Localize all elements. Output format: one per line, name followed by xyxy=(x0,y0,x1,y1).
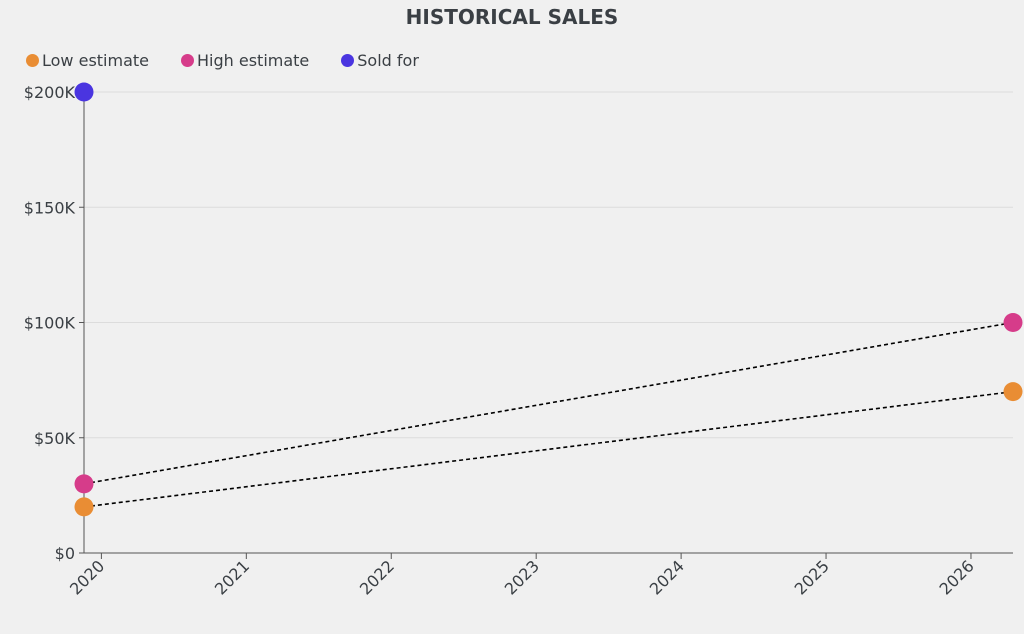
legend-label: Low estimate xyxy=(42,51,149,70)
data-point xyxy=(74,497,94,517)
legend-item[interactable]: Low estimate xyxy=(26,51,149,70)
legend-dot-icon xyxy=(26,54,39,67)
trend-line xyxy=(83,390,1014,508)
legend-dot-icon xyxy=(181,54,194,67)
data-point xyxy=(74,82,94,102)
legend-label: Sold for xyxy=(357,51,419,70)
legend: Low estimate High estimate Sold for xyxy=(26,51,419,70)
trend-line xyxy=(83,321,1014,485)
legend-label: High estimate xyxy=(197,51,310,70)
x-tick-label: 2025 xyxy=(791,556,833,598)
legend-dot-icon xyxy=(341,54,355,67)
legend-item[interactable]: High estimate xyxy=(181,51,309,70)
chart-title: HISTORICAL SALES xyxy=(405,5,619,29)
legend-item[interactable]: Sold for xyxy=(341,51,419,70)
y-tick-label: $50K xyxy=(34,429,76,448)
x-tick-label: 2026 xyxy=(936,556,978,598)
data-point xyxy=(74,474,94,494)
data-point xyxy=(1003,313,1023,332)
x-tick-label: 2024 xyxy=(646,556,688,598)
x-tick-label: 2023 xyxy=(501,556,543,598)
x-tick-label: 2022 xyxy=(356,556,398,598)
y-tick-label: $200K xyxy=(24,83,76,102)
y-tick-label: $100K xyxy=(24,314,76,333)
data-point xyxy=(1003,382,1023,402)
x-tick-label: 2021 xyxy=(211,556,253,598)
y-tick-label: $150K xyxy=(24,198,76,217)
y-tick-label: $0 xyxy=(55,544,75,563)
